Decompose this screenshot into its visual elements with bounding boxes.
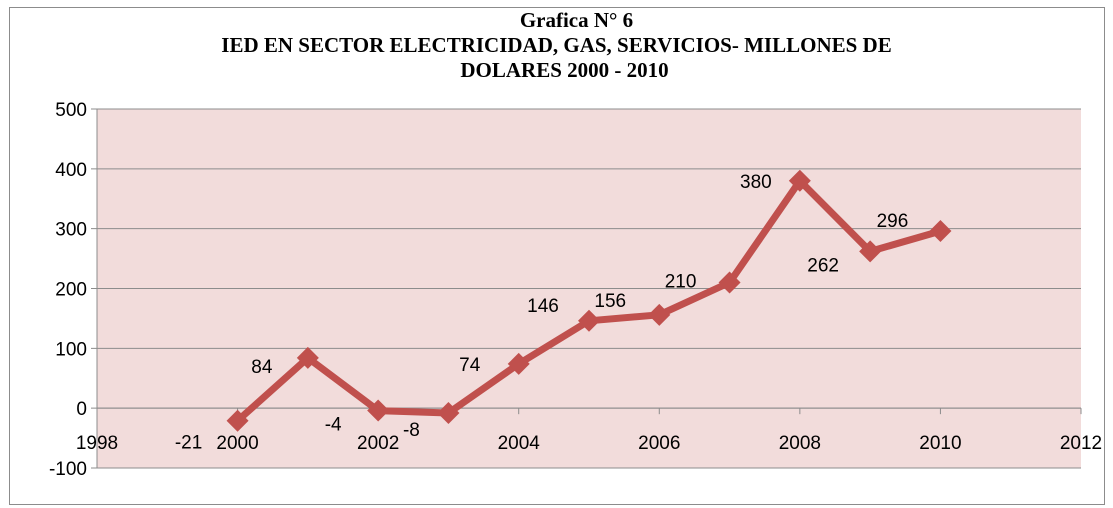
chart-title-line-2: IED EN SECTOR ELECTRICIDAD, GAS, SERVICI… xyxy=(221,33,892,57)
data-point-marker xyxy=(718,271,741,294)
y-tick-label: 300 xyxy=(55,220,87,241)
x-tick-label: 2006 xyxy=(638,433,680,454)
data-label: -21 xyxy=(175,433,202,454)
y-tick-label: 500 xyxy=(55,100,87,121)
data-point-marker xyxy=(226,409,249,432)
data-point-marker xyxy=(788,169,811,192)
data-label: 262 xyxy=(807,255,839,276)
data-point-marker xyxy=(507,352,530,375)
x-tick-label: 1998 xyxy=(76,433,118,454)
y-tick-label: 200 xyxy=(55,280,87,301)
y-tick-label: 0 xyxy=(76,399,87,420)
data-label: 156 xyxy=(594,291,626,312)
data-point-marker xyxy=(296,346,319,369)
x-tick-label: 2008 xyxy=(779,433,821,454)
data-point-marker xyxy=(578,309,600,332)
data-label: 296 xyxy=(877,211,909,232)
data-label: 380 xyxy=(740,172,772,193)
x-tick-label: 2000 xyxy=(216,433,258,454)
x-tick-label: 2010 xyxy=(919,433,961,454)
x-tick-label: 2012 xyxy=(1060,433,1102,454)
y-tick-label: 400 xyxy=(55,160,87,181)
y-tick-label: 100 xyxy=(55,339,87,360)
data-point-marker xyxy=(859,240,882,263)
chart-title-line-1: Grafica N° 6 xyxy=(519,8,634,32)
data-label: -8 xyxy=(403,420,420,441)
data-point-marker xyxy=(367,399,390,422)
data-label: 146 xyxy=(527,296,559,317)
x-tick-label: 2004 xyxy=(498,433,541,454)
data-label: -4 xyxy=(325,415,342,436)
chart-title-line-3: DOLARES 2000 - 2010 xyxy=(460,58,669,82)
data-label: 210 xyxy=(665,272,697,293)
data-point-marker xyxy=(437,401,460,424)
x-tick-label: 2002 xyxy=(357,433,399,454)
y-tick-label: -100 xyxy=(49,459,87,480)
data-point-marker xyxy=(648,303,671,326)
data-label: 74 xyxy=(459,355,481,376)
chart-title: Grafica N° 6 IED EN SECTOR ELECTRICIDAD,… xyxy=(0,8,1113,83)
data-label: 84 xyxy=(251,357,273,378)
data-point-marker xyxy=(929,220,952,243)
